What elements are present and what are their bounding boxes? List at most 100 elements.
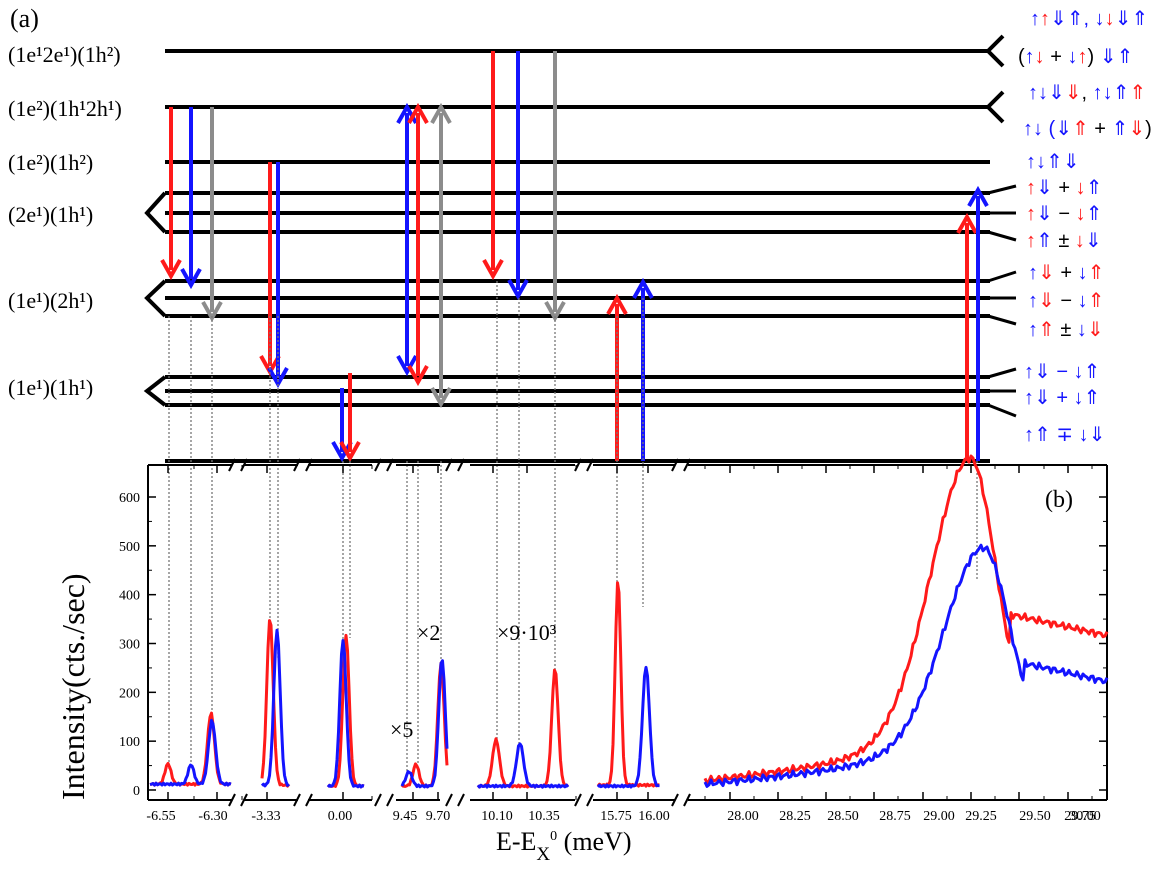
spin-label-0-part-0: ↑ (1030, 8, 1040, 30)
arrow-red-4-head-up (407, 102, 429, 124)
spin-label-2-part-4: ⇑ (1129, 82, 1146, 104)
spectrum-curves (149, 454, 1109, 789)
spin-label-1-part-7: ⇓⇑ (1100, 46, 1134, 68)
x-tick-label-15: 29.25 (965, 809, 997, 824)
y-axis-label: Intensity(cts./sec) (55, 573, 91, 800)
red-curve-segment-4 (476, 668, 570, 789)
spin-label-12: ↑⇓ + ↓⇑ (1024, 387, 1100, 409)
blue-curve-segment-1 (260, 628, 290, 788)
y-tick-label-3: 300 (119, 638, 140, 653)
spin-label-8-part-3: ↓ (1078, 262, 1088, 284)
guide-lines (168, 281, 978, 773)
x-tick-label-4: 9.45 (393, 809, 418, 824)
spin-label-10: ↑⇑ ± ↓⇓ (1028, 319, 1104, 341)
y-tick-label-0: 0 (133, 784, 140, 799)
right-split-tick-0 (987, 184, 1017, 195)
blue-curve-segment-5 (596, 665, 660, 789)
spin-label-9-part-4: ⇑ (1088, 290, 1105, 312)
spin-label-1-part-0: ( (1018, 46, 1025, 68)
x-tick-label-6: 10.10 (481, 809, 513, 824)
right-split-bracket-1 (985, 90, 1005, 124)
spin-label-1-part-3: + (1045, 46, 1068, 68)
spin-label-2-part-0: ↑↓⇓ (1028, 82, 1065, 104)
spin-label-7-part-3: ↓ (1075, 230, 1085, 252)
x-axis-label-sup: 0 (550, 829, 557, 844)
spin-label-6-part-2: − (1053, 203, 1076, 225)
x-tick-label-13: 28.75 (879, 809, 911, 824)
arrow-blue-1-head (180, 268, 202, 290)
bottom-axis-break-b-5 (683, 793, 691, 807)
spin-label-8-part-4: ⇑ (1088, 262, 1105, 284)
x-tick-label-11: 28.25 (779, 809, 811, 824)
top-axis-break-a-3 (445, 458, 453, 472)
spin-label-5-part-1: ⇓ (1036, 177, 1053, 199)
arrow-red-4-head-down (407, 365, 429, 387)
x-tick-label-17: 29.75 (1064, 809, 1096, 824)
spin-label-6-part-3: ↓ (1076, 203, 1086, 225)
spin-label-0-part-1: ↑ (1040, 8, 1050, 30)
level-label-2e1-1h1: (2e¹)(1h¹) (8, 202, 93, 227)
right-split-bracket-0 (985, 34, 1005, 68)
spin-label-4: ↑↓⇑⇓ (1026, 151, 1080, 173)
x-axis-label-main: E-E (496, 827, 536, 856)
spin-label-3-part-3: + (1089, 118, 1112, 140)
arrow-red-6-head (606, 293, 628, 315)
left-split-bracket-2 (143, 375, 167, 407)
spin-label-3: ↑↓ (⇓⇑ + ⇑⇓) (1023, 118, 1152, 140)
spin-label-6-part-0: ↑ (1026, 203, 1036, 225)
y-tick-label-1: 100 (119, 735, 140, 750)
spin-label-1-part-2: ↓ (1035, 46, 1045, 68)
spin-label-5-part-0: ↑ (1026, 177, 1036, 199)
blue-curve-segment-0 (149, 718, 232, 787)
top-axis-break-b-3 (457, 458, 465, 472)
arrow-blue-7-head (967, 185, 989, 207)
multiplier-x5: ×5 (390, 717, 413, 742)
x-tick-label-9: 16.00 (638, 809, 670, 824)
right-split-tick-3 (987, 270, 1017, 283)
x-tick-label-12: 28.50 (827, 809, 859, 824)
spin-label-3-part-2: ⇑ (1072, 118, 1089, 140)
spin-label-0: ↑↑⇓⇑, ↓↓⇓⇑ (1030, 8, 1148, 30)
y-tick-label-2: 200 (119, 686, 140, 701)
spin-label-13: ↑⇑ ∓ ↓⇓ (1024, 424, 1105, 446)
spin-label-0-part-2: ⇓⇑, (1050, 8, 1095, 30)
level-label-1e1-1h1: (1e¹)(1h¹) (8, 375, 93, 400)
spin-label-0-part-4: ↓ (1105, 8, 1115, 30)
bottom-axis-break-b-3 (457, 793, 465, 807)
spin-label-3-part-0: ↑↓ ( (1023, 118, 1056, 140)
spin-label-3-part-1: ⇓ (1055, 118, 1072, 140)
right-split-tick-8 (987, 403, 1017, 418)
blue-curve-broad-peak (703, 543, 1109, 788)
top-axis-break-b-5 (683, 458, 691, 472)
multiplier-x9e3: ×9·10³ (497, 620, 557, 645)
spin-label-7-part-2: ± (1053, 230, 1075, 252)
spin-label-13-part-0: ↑⇑ ∓ ↓⇓ (1024, 424, 1105, 446)
arrow-blue-4-head-down (396, 355, 418, 377)
arrow-red-5-head (482, 259, 504, 281)
left-split-bracket-0 (144, 191, 167, 234)
spin-label-2-part-1: ⇓ (1065, 82, 1082, 104)
spin-label-10-part-2: ± (1055, 319, 1077, 341)
panel-b-label: (b) (1045, 487, 1073, 513)
spin-label-2: ↑↓⇓⇓, ↑↓⇑⇑ (1028, 82, 1146, 104)
spin-label-12-part-0: ↑⇓ + ↓⇑ (1024, 387, 1100, 409)
spin-configuration-labels: ↑↑⇓⇑, ↓↓⇓⇑(↑↓ + ↓↑) ⇓⇑↑↓⇓⇓, ↑↓⇑⇑↑↓ (⇓⇑ +… (1018, 8, 1152, 446)
right-split-tick-6 (987, 367, 1017, 379)
spin-label-2-part-2: , (1082, 82, 1093, 104)
spin-label-9-part-1: ⇓ (1038, 290, 1055, 312)
x-tick-label-10: 28.00 (727, 809, 759, 824)
x-tick-label-16: 29.50 (1019, 809, 1051, 824)
top-axis-break-a-0 (228, 458, 236, 472)
x-tick-label-18: 30.00 (1069, 809, 1101, 824)
bottom-axis-break-b-1 (305, 793, 313, 807)
spin-label-7-part-4: ⇓ (1085, 230, 1102, 252)
spin-label-8-part-1: ⇓ (1038, 262, 1055, 284)
bottom-axis-break-a-2 (374, 793, 382, 807)
spin-label-1-part-1: ↑ (1025, 46, 1035, 68)
top-axis-break-b-1 (305, 458, 313, 472)
spin-label-8-part-2: + (1055, 262, 1078, 284)
arrow-blue-6-head (632, 277, 654, 299)
right-split-tick-5 (987, 314, 1017, 326)
spin-label-8-part-0: ↑ (1028, 262, 1038, 284)
blue-curve-segment-2 (326, 639, 365, 789)
